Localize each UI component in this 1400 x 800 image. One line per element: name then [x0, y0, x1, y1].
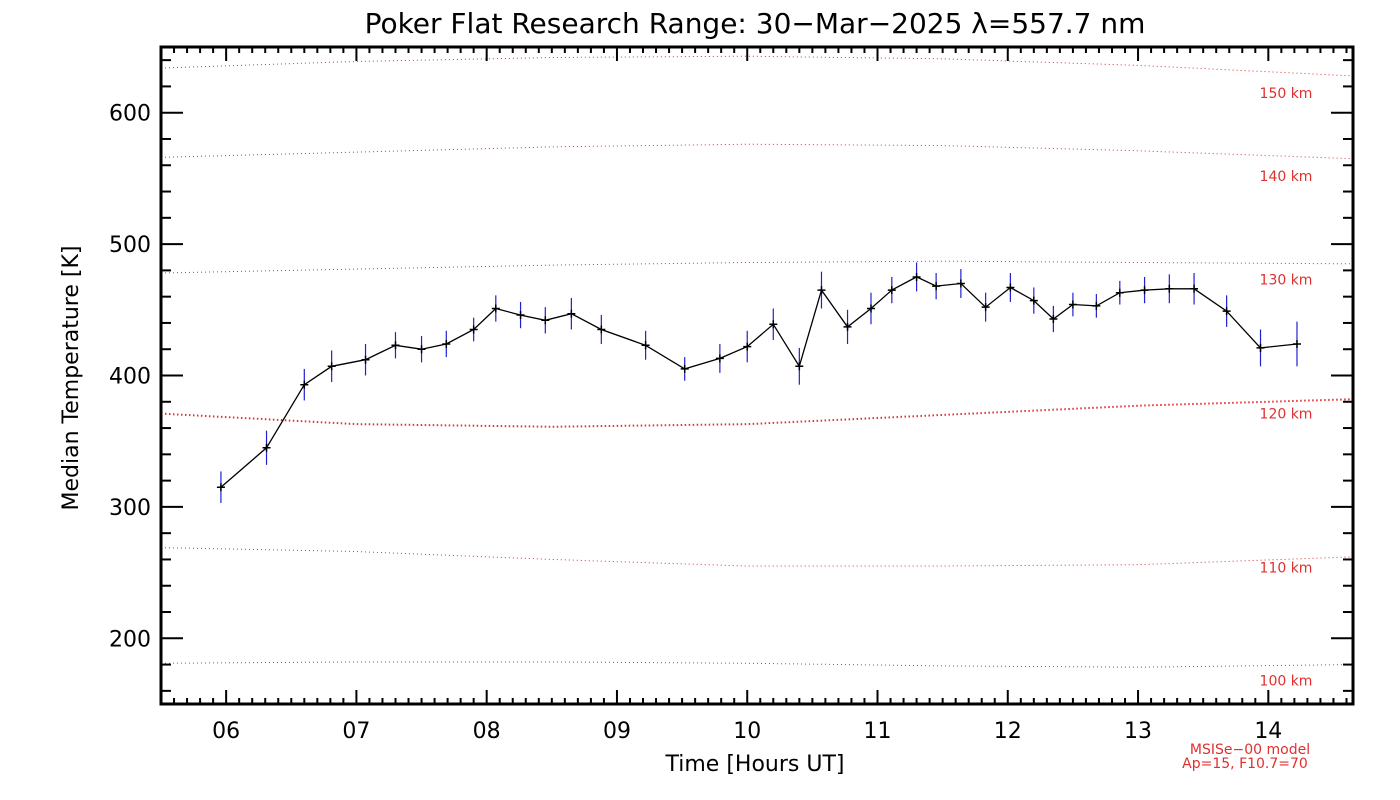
data-point-37	[1222, 307, 1231, 316]
data-series	[216, 262, 1301, 503]
data-point-15	[680, 364, 689, 373]
reference-label-2: 120 km	[1260, 407, 1313, 423]
data-point-21	[843, 322, 852, 331]
data-point-2	[300, 380, 309, 389]
data-point-25	[932, 282, 941, 291]
x-tick-label-8: 14	[1254, 719, 1282, 744]
data-point-31	[1068, 300, 1077, 309]
y-tick-label-2: 400	[109, 365, 151, 390]
axes: 06 07 08 09 10 11 12 13 14 200 300 400 500 600	[109, 45, 1355, 744]
y-tick-label-1: 300	[109, 496, 151, 521]
y-tick-label-3: 500	[109, 233, 151, 258]
x-tick-label-4: 10	[733, 719, 761, 744]
data-point-19	[795, 362, 804, 371]
data-point-36	[1190, 284, 1199, 293]
reference-label-5: 150 km	[1260, 86, 1313, 102]
data-point-8	[469, 325, 478, 334]
data-point-34	[1140, 286, 1149, 295]
data-point-32	[1092, 301, 1101, 310]
plot-frame	[159, 45, 1355, 706]
data-point-6	[417, 345, 426, 354]
x-tick-label-3: 09	[603, 719, 631, 744]
reference-curve-3	[160, 260, 1354, 274]
series-line-0	[220, 276, 1298, 488]
x-tick-label-6: 12	[994, 719, 1022, 744]
x-axis-label: Time [Hours UT]	[665, 752, 845, 777]
data-point-23	[887, 286, 896, 295]
model-note-line-1: MSISe−00 model	[1190, 742, 1310, 758]
data-point-29	[1029, 296, 1038, 305]
data-point-39	[1292, 339, 1301, 348]
model-note-line-2: Ap=15, F10.7=70	[1182, 756, 1308, 772]
data-point-16	[715, 354, 724, 363]
y-tick-label-4: 600	[109, 102, 151, 127]
data-point-35	[1165, 284, 1174, 293]
data-point-13	[597, 325, 606, 334]
y-axis-label: Median Temperature [K]	[59, 246, 84, 511]
reference-label-0: 100 km	[1260, 673, 1313, 689]
reference-curve-0	[160, 661, 1354, 668]
reference-curve-1	[160, 547, 1354, 567]
chart-title: Poker Flat Research Range: 30−Mar−2025 λ…	[365, 7, 1146, 40]
data-point-17	[743, 342, 752, 351]
data-point-9	[491, 304, 500, 313]
reference-curve-5	[160, 55, 1354, 77]
data-point-4	[361, 355, 370, 364]
data-point-7	[442, 339, 451, 348]
data-point-18	[769, 320, 778, 329]
data-point-3	[327, 362, 336, 371]
data-point-12	[567, 309, 576, 318]
data-point-28	[1006, 283, 1015, 292]
x-tick-label-2: 08	[473, 719, 501, 744]
x-tick-label-7: 13	[1124, 719, 1152, 744]
reference-label-4: 140 km	[1260, 169, 1313, 185]
data-point-1	[262, 443, 271, 452]
data-point-27	[981, 303, 990, 312]
x-tick-label-1: 07	[342, 719, 370, 744]
data-point-10	[516, 311, 525, 320]
data-point-14	[641, 341, 650, 350]
y-tick-label-0: 200	[109, 627, 151, 652]
reference-label-3: 130 km	[1260, 273, 1313, 289]
x-tick-label-5: 11	[864, 719, 892, 744]
data-point-26	[956, 279, 965, 288]
data-point-38	[1256, 343, 1265, 352]
data-point-5	[391, 341, 400, 350]
reference-label-1: 110 km	[1260, 560, 1313, 576]
data-point-22	[866, 304, 875, 313]
x-tick-label-0: 06	[212, 719, 240, 744]
data-point-33	[1115, 288, 1124, 297]
data-point-11	[541, 316, 550, 325]
reference-curve-4	[160, 143, 1354, 160]
data-point-24	[912, 272, 921, 281]
data-point-30	[1049, 314, 1058, 323]
reference-curve-2	[160, 398, 1354, 428]
data-point-0	[216, 483, 225, 492]
data-point-20	[817, 286, 826, 295]
reference-curves: 100 km 110 km 120 km 130 km 140 km 150 km	[160, 55, 1354, 689]
